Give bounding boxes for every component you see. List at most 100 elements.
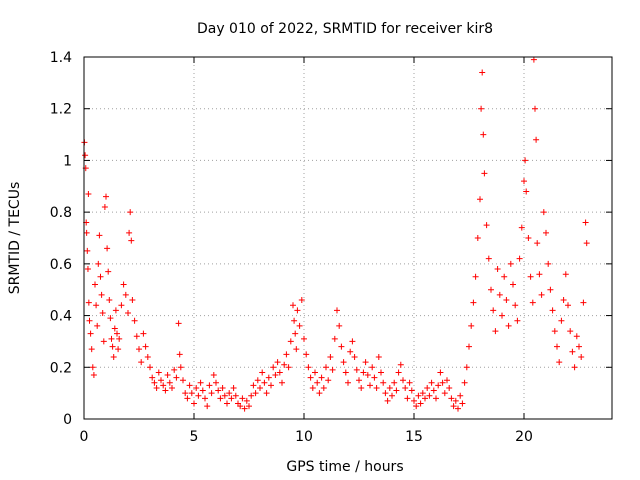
data-point xyxy=(530,56,537,63)
data-point xyxy=(580,299,587,306)
data-point xyxy=(532,105,538,112)
data-point xyxy=(199,387,206,394)
data-point xyxy=(419,390,426,397)
x-tick-label: 5 xyxy=(190,429,199,445)
data-point xyxy=(114,330,120,337)
data-point xyxy=(274,359,281,366)
data-point xyxy=(191,400,197,407)
data-point xyxy=(171,366,178,373)
data-point xyxy=(481,170,488,177)
data-point xyxy=(169,384,175,391)
data-point xyxy=(85,191,92,198)
data-point xyxy=(287,338,294,345)
data-point xyxy=(112,307,119,314)
data-point xyxy=(129,297,136,304)
data-point xyxy=(298,297,305,304)
data-point xyxy=(549,307,556,314)
data-point xyxy=(369,364,376,371)
data-point xyxy=(224,400,230,407)
data-point xyxy=(301,335,307,342)
data-point xyxy=(441,390,448,397)
data-point xyxy=(527,273,534,280)
data-point xyxy=(483,222,490,229)
data-point xyxy=(221,392,228,399)
data-point xyxy=(536,271,543,278)
data-point xyxy=(373,384,380,391)
data-point xyxy=(110,353,117,360)
x-tick-label: 0 xyxy=(80,429,89,445)
data-point xyxy=(488,286,494,293)
data-point xyxy=(340,359,347,366)
data-point xyxy=(318,374,325,381)
data-point xyxy=(128,237,135,244)
data-point xyxy=(327,353,334,360)
data-point xyxy=(470,299,477,306)
data-point xyxy=(292,330,299,337)
data-point xyxy=(279,379,285,386)
data-point xyxy=(411,397,417,404)
data-point xyxy=(516,255,523,262)
data-point xyxy=(215,387,222,394)
data-point xyxy=(435,382,442,389)
data-point xyxy=(90,372,97,379)
data-point xyxy=(501,273,508,280)
data-point xyxy=(325,377,332,384)
data-point xyxy=(101,203,108,210)
data-point xyxy=(291,317,298,324)
data-point xyxy=(241,405,248,412)
data-point xyxy=(477,196,483,203)
data-point xyxy=(565,302,571,309)
data-point xyxy=(82,152,89,159)
data-point xyxy=(226,390,233,397)
data-point xyxy=(257,384,263,391)
data-point xyxy=(293,346,300,353)
data-point xyxy=(522,157,529,164)
data-point xyxy=(362,359,369,366)
data-point xyxy=(499,312,505,319)
data-point xyxy=(342,369,349,376)
data-point xyxy=(195,392,202,399)
data-point xyxy=(228,395,235,402)
data-point xyxy=(351,353,358,360)
data-point xyxy=(133,333,140,340)
data-point xyxy=(204,403,211,410)
data-point xyxy=(578,353,585,360)
data-point xyxy=(173,374,180,381)
data-point xyxy=(252,390,259,397)
data-point xyxy=(459,400,466,407)
data-point xyxy=(478,105,485,112)
data-point xyxy=(118,302,125,309)
data-point xyxy=(540,209,547,216)
data-point xyxy=(538,291,545,298)
data-point xyxy=(446,384,453,391)
data-point xyxy=(494,266,501,273)
data-point xyxy=(472,273,479,280)
data-point xyxy=(261,379,268,386)
data-point xyxy=(144,353,151,360)
grid-lines xyxy=(84,57,612,419)
data-point xyxy=(505,322,512,329)
data-point xyxy=(353,366,360,373)
data-point xyxy=(437,369,444,376)
y-tick-labels: 0 0.2 0.4 0.6 0.8 1 1.2 1.4 xyxy=(50,50,72,428)
data-point xyxy=(153,384,160,391)
data-point xyxy=(307,374,314,381)
x-tick-labels: 0 5 10 15 20 xyxy=(80,429,533,445)
x-tick-label: 10 xyxy=(295,429,313,445)
data-point xyxy=(239,395,246,402)
data-point xyxy=(525,235,532,241)
data-point xyxy=(87,330,94,337)
data-point xyxy=(384,397,391,404)
data-point xyxy=(103,193,109,200)
data-point xyxy=(560,297,567,304)
data-point xyxy=(345,379,351,386)
data-point xyxy=(426,392,433,399)
data-point xyxy=(448,395,455,402)
data-point xyxy=(149,374,156,381)
data-point xyxy=(329,366,336,373)
data-point xyxy=(86,317,93,324)
x-axis-title: GPS time / hours xyxy=(286,459,403,475)
data-point xyxy=(116,335,123,342)
data-point xyxy=(551,328,558,335)
